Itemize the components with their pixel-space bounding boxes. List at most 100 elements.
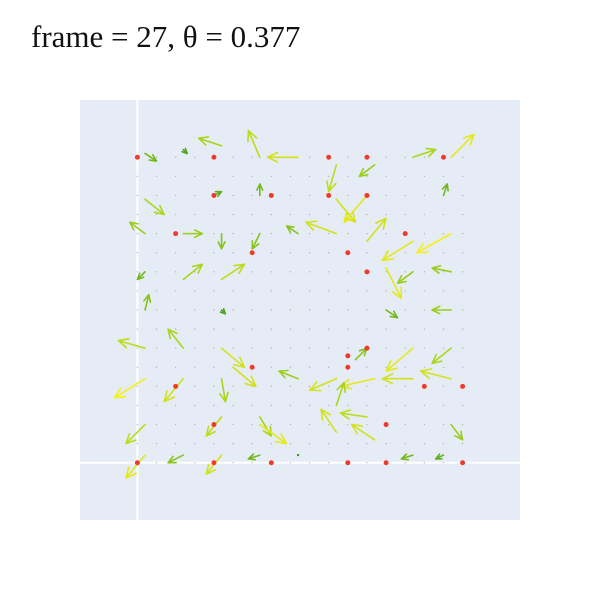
grid-dot bbox=[327, 404, 330, 407]
grid-dot bbox=[308, 385, 311, 388]
grid-dot bbox=[174, 423, 177, 426]
grid-dot bbox=[385, 194, 387, 197]
data-point bbox=[364, 345, 370, 351]
grid-dot bbox=[461, 252, 464, 254]
grid-dot bbox=[442, 252, 445, 254]
grid-dot bbox=[136, 290, 139, 292]
grid-dot bbox=[174, 156, 177, 158]
arrow bbox=[247, 129, 261, 159]
grid-dot bbox=[442, 175, 445, 178]
grid-dot bbox=[347, 232, 349, 235]
grid-dot bbox=[289, 232, 292, 235]
grid-dot bbox=[423, 404, 426, 407]
grid-dot bbox=[136, 404, 139, 407]
grid-dot bbox=[289, 366, 292, 368]
grid-dot bbox=[136, 442, 139, 445]
grid-dot bbox=[347, 290, 349, 292]
arrow bbox=[256, 183, 264, 197]
grid-dot bbox=[404, 404, 406, 407]
grid-dot bbox=[251, 309, 253, 311]
grid-dot bbox=[155, 462, 158, 464]
grid-dot bbox=[136, 309, 139, 311]
grid-dot bbox=[442, 213, 445, 216]
grid-dot bbox=[232, 232, 234, 235]
grid-dot bbox=[251, 271, 253, 273]
plot-background bbox=[80, 100, 520, 520]
grid-dot bbox=[423, 462, 426, 464]
arrow bbox=[416, 232, 452, 254]
grid-dot bbox=[461, 156, 464, 158]
data-point bbox=[211, 154, 217, 160]
grid-dot bbox=[270, 252, 273, 254]
grid-dot bbox=[251, 213, 253, 216]
data-point bbox=[364, 192, 370, 198]
arrow bbox=[419, 368, 452, 380]
grid-dot bbox=[404, 442, 406, 445]
grid-dot bbox=[461, 194, 464, 197]
grid-dot bbox=[442, 347, 445, 349]
data-point bbox=[364, 269, 370, 275]
grid-dot bbox=[270, 271, 273, 273]
grid-dot bbox=[232, 423, 234, 426]
grid-dot bbox=[442, 271, 445, 273]
grid-dot bbox=[442, 385, 445, 388]
data-point bbox=[211, 460, 217, 466]
grid-dot bbox=[442, 232, 445, 235]
grid-dot bbox=[404, 462, 406, 464]
grid-dot bbox=[308, 252, 311, 254]
grid-dot bbox=[404, 347, 406, 349]
grid-dot bbox=[327, 290, 330, 292]
arrow bbox=[351, 423, 376, 441]
arrow bbox=[266, 151, 299, 163]
grid-dot bbox=[461, 175, 464, 178]
grid-dot bbox=[327, 462, 330, 464]
grid-dot bbox=[423, 347, 426, 349]
grid-dot bbox=[232, 194, 234, 197]
grid-dot bbox=[194, 442, 196, 445]
chart-title: frame = 27, θ = 0.377 bbox=[31, 19, 301, 54]
grid-dot bbox=[385, 175, 387, 178]
arrow bbox=[450, 423, 464, 441]
grid-dot bbox=[155, 252, 158, 254]
grid-dot bbox=[194, 404, 196, 407]
grid-dot bbox=[461, 328, 464, 330]
grid-dot bbox=[251, 423, 253, 426]
grid-dot bbox=[461, 232, 464, 235]
grid-dot bbox=[423, 290, 426, 292]
grid-dot bbox=[385, 385, 387, 388]
grid-dot bbox=[136, 213, 139, 216]
grid-dot bbox=[404, 423, 406, 426]
background-dot-grid bbox=[136, 156, 464, 464]
data-point bbox=[383, 422, 389, 428]
arrow bbox=[320, 408, 338, 433]
arrow bbox=[366, 217, 387, 243]
grid-dot bbox=[174, 366, 177, 368]
grid-dot bbox=[461, 366, 464, 368]
grid-dot bbox=[404, 366, 406, 368]
grid-dot bbox=[174, 213, 177, 216]
grid-dot bbox=[327, 232, 330, 235]
arrow bbox=[247, 453, 261, 461]
grid-dot bbox=[155, 194, 158, 197]
grid-dot bbox=[327, 252, 330, 254]
arrow bbox=[163, 377, 185, 403]
data-point bbox=[345, 364, 351, 370]
arrow bbox=[251, 232, 261, 250]
grid-dot bbox=[308, 462, 311, 464]
grid-dot bbox=[461, 404, 464, 407]
grid-dot bbox=[155, 290, 158, 292]
grid-dot bbox=[347, 385, 349, 388]
grid-dot bbox=[155, 442, 158, 445]
grid-dot bbox=[347, 271, 349, 273]
grid-dot bbox=[461, 347, 464, 349]
arrow bbox=[358, 164, 376, 178]
grid-dot bbox=[289, 442, 292, 445]
grid-dot bbox=[232, 442, 234, 445]
grid-dot bbox=[366, 423, 368, 426]
grid-dot bbox=[232, 385, 234, 388]
grid-dot bbox=[232, 156, 234, 158]
data-point bbox=[173, 231, 179, 237]
grid-dot bbox=[308, 442, 311, 445]
grid-dot bbox=[347, 328, 349, 330]
grid-dot bbox=[289, 385, 292, 388]
